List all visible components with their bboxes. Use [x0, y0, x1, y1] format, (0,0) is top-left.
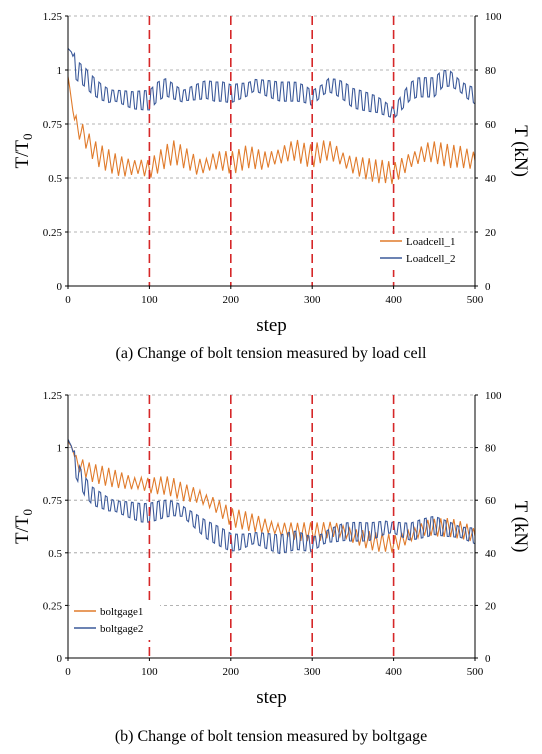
- x-tick-label: 100: [141, 294, 158, 306]
- legend-entry: boltgage2: [100, 623, 143, 635]
- load-cell-chart: 0 0.25 0.5 0.75 1 1.25 0 20 40 60 80 100 0 100 200 300 4…: [12, 11, 531, 336]
- x-tick-label: 500: [467, 294, 484, 306]
- x-axis-title: step: [256, 687, 287, 708]
- x-tick-label: 500: [467, 666, 484, 678]
- legend: Loadcell_1 Loadcell_2: [376, 234, 466, 270]
- series-line-boltgage2: [67, 438, 476, 555]
- y2-tick-label: 20: [485, 227, 497, 239]
- y-tick-label: 0.75: [43, 119, 63, 131]
- y2-tick-label: 100: [485, 390, 502, 402]
- y-tick-label: 0.5: [48, 548, 62, 560]
- x-tick-label: 200: [223, 294, 240, 306]
- legend-background: [70, 604, 160, 640]
- y-axis-title: T/T0: [12, 134, 35, 169]
- y2-tick-label: 60: [485, 495, 497, 507]
- y2-tick-label: 100: [485, 11, 502, 23]
- y2-tick-label: 80: [485, 443, 497, 455]
- y-tick-label: 0.75: [43, 495, 63, 507]
- legend-entry: boltgage1: [100, 606, 143, 618]
- y2-axis-title: T (kN): [510, 125, 531, 177]
- y2-tick-label: 0: [485, 281, 491, 293]
- x-tick-label: 300: [304, 294, 321, 306]
- y-axis-title-main: T/T: [12, 515, 33, 544]
- y-tick-label: 1: [57, 65, 63, 77]
- y2-tick-label: 80: [485, 65, 497, 77]
- y-tick-label: 0.5: [48, 173, 62, 185]
- y2-tick-label: 60: [485, 119, 497, 131]
- x-tick-label: 400: [385, 666, 402, 678]
- x-tick-label: 400: [385, 294, 402, 306]
- y-tick-label: 0: [57, 281, 63, 293]
- legend-entry: Loadcell_2: [406, 253, 455, 265]
- y2-tick-label: 0: [485, 653, 491, 665]
- x-tick-label: 100: [141, 666, 158, 678]
- y-axis-title: T/T0: [12, 509, 35, 544]
- legend: boltgage1 boltgage2: [70, 604, 160, 640]
- x-tick-label: 300: [304, 666, 321, 678]
- series-line-loadcell-1: [67, 76, 476, 185]
- y2-axis-title: T (kN): [510, 501, 531, 553]
- legend-background: [376, 234, 466, 270]
- y-tick-label: 0.25: [43, 227, 63, 239]
- y2-tick-label: 20: [485, 600, 497, 612]
- y-axis-title-main: T/T: [12, 140, 33, 169]
- chart-panel-b: 0 0.25 0.5 0.75 1 1.25 0 20 40 60 80 100 0 100 200 300 4…: [0, 382, 542, 754]
- legend-entry: Loadcell_1: [406, 236, 455, 248]
- y-axis-title-subscript: 0: [20, 509, 35, 516]
- y-tick-label: 1.25: [43, 390, 63, 402]
- y-tick-label: 1: [57, 443, 63, 455]
- y-tick-label: 1.25: [43, 11, 63, 23]
- y-tick-label: 0: [57, 653, 63, 665]
- y2-tick-label: 40: [485, 548, 497, 560]
- x-tick-label: 200: [223, 666, 240, 678]
- series-line-loadcell-2: [67, 48, 476, 119]
- y2-tick-label: 40: [485, 173, 497, 185]
- chart-panel-a: 0 0.25 0.5 0.75 1 1.25 0 20 40 60 80 100 0 100 200 300 4…: [12, 11, 531, 362]
- chart-caption: (b) Change of bolt tension measured by b…: [114, 728, 428, 745]
- y-tick-label: 0.25: [43, 600, 63, 612]
- series-line-boltgage1: [67, 441, 476, 553]
- boltgage-chart: 0 0.25 0.5 0.75 1 1.25 0 20 40 60 80 100 0 100 200 300 4…: [12, 390, 531, 708]
- x-axis-title: step: [256, 315, 287, 336]
- chart-caption: (a) Change of bolt tension measured by l…: [115, 345, 427, 362]
- x-tick-label: 0: [65, 666, 71, 678]
- x-tick-label: 0: [65, 294, 71, 306]
- y-axis-title-subscript: 0: [20, 134, 35, 141]
